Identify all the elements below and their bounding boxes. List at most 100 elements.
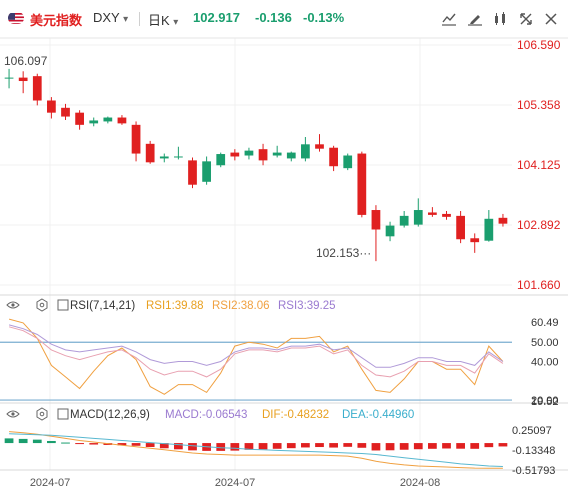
macd-line-dea bbox=[9, 433, 503, 467]
candle-body bbox=[103, 117, 113, 122]
macd-bar bbox=[32, 439, 42, 444]
candle-body bbox=[484, 218, 494, 241]
chevron-down-icon: ▾ bbox=[123, 14, 129, 25]
rsi-line-rsi2 bbox=[8, 326, 504, 378]
candle-body bbox=[399, 215, 409, 226]
candle-body bbox=[216, 154, 226, 166]
macd-axis-tick: 0.25097 bbox=[512, 425, 552, 437]
macd-bar bbox=[385, 443, 395, 451]
date-axis-tick: 2024-07 bbox=[30, 477, 70, 489]
candle-body bbox=[456, 215, 465, 240]
close-icon[interactable] bbox=[541, 9, 561, 29]
macd-series bbox=[4, 431, 508, 469]
macd-title: MACD(12,26,9) bbox=[70, 409, 150, 421]
candle-body bbox=[4, 77, 14, 79]
candle-body bbox=[131, 124, 141, 154]
candle-body bbox=[230, 152, 240, 157]
indicator-box-icon[interactable] bbox=[57, 299, 69, 311]
macd-bar bbox=[216, 443, 226, 451]
macd-bar bbox=[272, 443, 282, 449]
macd-bar bbox=[470, 443, 480, 449]
macd-bar bbox=[399, 443, 409, 450]
settings-icon[interactable] bbox=[36, 298, 48, 312]
macd-bar bbox=[188, 443, 197, 451]
candle-body bbox=[357, 153, 367, 215]
macd-bar bbox=[230, 443, 240, 451]
candle-body bbox=[470, 238, 480, 243]
candle-body bbox=[47, 100, 56, 113]
candle-body bbox=[371, 210, 381, 230]
candle-body bbox=[286, 152, 296, 159]
last-price: 102.917 bbox=[193, 10, 240, 25]
chevron-down-icon: ▾ bbox=[173, 17, 179, 28]
candlestick-series bbox=[4, 68, 508, 262]
rsi1-value: RSI1:39.88 bbox=[146, 300, 204, 312]
top-toolbar: 美元指数 DXY ▾ 日K ▾ 102.917 -0.136 -0.13% bbox=[0, 0, 568, 38]
rsi-title: RSI(7,14,21) bbox=[70, 300, 135, 312]
low-annotation: 102.153··· bbox=[316, 246, 371, 260]
dea-value: DEA:-0.44960 bbox=[342, 409, 414, 421]
macd-bar bbox=[75, 443, 84, 445]
price-change-percent: -0.13% bbox=[303, 10, 345, 25]
candle-body bbox=[442, 213, 451, 217]
high-annotation: 106.097 bbox=[4, 54, 48, 68]
candle-body bbox=[202, 161, 211, 182]
macd-value: MACD:-0.06543 bbox=[165, 409, 247, 421]
candle-body bbox=[244, 150, 254, 156]
macd-bar bbox=[131, 443, 141, 446]
rsi3-value: RSI3:39.25 bbox=[278, 300, 336, 312]
eye-icon[interactable] bbox=[6, 410, 20, 418]
candle-body bbox=[75, 112, 84, 125]
macd-bar bbox=[442, 443, 451, 449]
macd-axis-tick: -0.13348 bbox=[512, 445, 555, 457]
candle-body bbox=[117, 117, 127, 124]
macd-bar bbox=[18, 438, 28, 444]
macd-bar bbox=[244, 443, 254, 450]
rsi-axis-tick: 40.00 bbox=[531, 357, 559, 369]
macd-legend: MACD(12,26,9) MACD:-0.06543 DIF:-0.48232… bbox=[6, 407, 414, 421]
rsi-line-rsi3 bbox=[8, 324, 504, 368]
candle-body bbox=[18, 77, 28, 82]
macd-bar bbox=[498, 443, 508, 447]
candle-body bbox=[159, 156, 169, 159]
date-axis-tick: 2024-07 bbox=[215, 477, 255, 489]
candle-body bbox=[272, 152, 282, 156]
indicator-box-icon[interactable] bbox=[57, 408, 69, 420]
settings-icon[interactable] bbox=[36, 407, 48, 421]
fullscreen-icon[interactable] bbox=[516, 9, 536, 29]
macd-bar bbox=[456, 443, 465, 449]
rsi-line-rsi1 bbox=[8, 318, 504, 395]
price-axis-tick: 104.125 bbox=[517, 158, 561, 172]
macd-bar bbox=[258, 443, 268, 450]
eye-icon[interactable] bbox=[6, 301, 20, 309]
rsi-axis-tick: 20.00 bbox=[531, 395, 559, 407]
divider bbox=[139, 12, 140, 26]
price-axis-tick: 106.590 bbox=[517, 38, 561, 52]
rsi-axis-tick: 60.49 bbox=[531, 317, 559, 329]
candle-body bbox=[188, 160, 197, 185]
macd-bar bbox=[47, 440, 56, 444]
line-draw-icon[interactable] bbox=[439, 9, 459, 29]
rsi-axis-tick: 19.52 bbox=[531, 396, 559, 408]
symbol-selector[interactable]: DXY ▾ bbox=[93, 10, 128, 25]
us-flag-icon bbox=[8, 12, 24, 24]
macd-bar bbox=[117, 443, 127, 446]
interval-label: 日K bbox=[148, 13, 170, 28]
indicator-icon[interactable] bbox=[490, 9, 510, 29]
macd-bar bbox=[4, 438, 14, 444]
candle-body bbox=[301, 144, 310, 159]
price-axis-tick: 101.660 bbox=[517, 278, 561, 292]
macd-bar bbox=[343, 443, 353, 447]
interval-selector[interactable]: 日K ▾ bbox=[148, 10, 178, 29]
candle-body bbox=[145, 143, 155, 163]
macd-bar bbox=[413, 443, 423, 450]
macd-line-dif bbox=[9, 431, 503, 469]
candle-body bbox=[385, 225, 395, 237]
pen-icon[interactable] bbox=[465, 9, 485, 29]
macd-bar bbox=[61, 442, 70, 444]
macd-bar bbox=[174, 443, 183, 450]
macd-bar bbox=[428, 443, 437, 449]
macd-axis-tick: -0.51793 bbox=[512, 465, 555, 477]
rsi-series bbox=[0, 318, 512, 401]
